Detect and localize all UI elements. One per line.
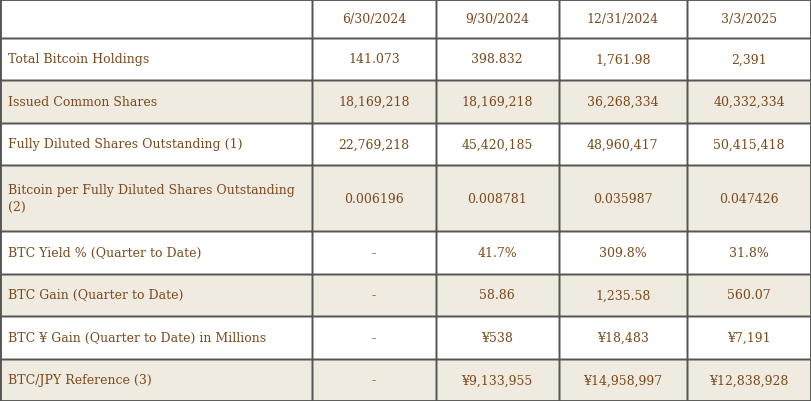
Bar: [436, 81, 559, 124]
Bar: [0, 231, 312, 274]
Text: ¥14,958,997: ¥14,958,997: [583, 373, 663, 386]
Bar: [436, 0, 559, 38]
Bar: [312, 81, 436, 124]
Text: 22,769,218: 22,769,218: [338, 138, 410, 151]
Bar: [559, 316, 687, 358]
Bar: [0, 316, 312, 358]
Bar: [0, 0, 312, 38]
Text: 0.035987: 0.035987: [593, 192, 653, 205]
Text: 3/3/2025: 3/3/2025: [721, 13, 777, 26]
Text: BTC ¥ Gain (Quarter to Date) in Millions: BTC ¥ Gain (Quarter to Date) in Millions: [8, 331, 266, 344]
Bar: [312, 274, 436, 316]
Bar: [687, 274, 811, 316]
Text: BTC/JPY Reference (3): BTC/JPY Reference (3): [8, 373, 152, 386]
Text: 36,268,334: 36,268,334: [587, 96, 659, 109]
Bar: [312, 316, 436, 358]
Bar: [0, 38, 312, 81]
Text: -: -: [371, 289, 376, 302]
Bar: [312, 358, 436, 401]
Text: 2,391: 2,391: [732, 53, 766, 66]
Bar: [436, 358, 559, 401]
Text: 41.7%: 41.7%: [477, 246, 517, 259]
Text: -: -: [371, 246, 376, 259]
Text: 1,235.58: 1,235.58: [595, 289, 650, 302]
Bar: [436, 124, 559, 166]
Text: 0.047426: 0.047426: [719, 192, 779, 205]
Text: ¥12,838,928: ¥12,838,928: [710, 373, 788, 386]
Text: Total Bitcoin Holdings: Total Bitcoin Holdings: [8, 53, 149, 66]
Bar: [687, 316, 811, 358]
Text: 1,761.98: 1,761.98: [595, 53, 650, 66]
Bar: [687, 231, 811, 274]
Bar: [312, 124, 436, 166]
Bar: [559, 124, 687, 166]
Bar: [0, 274, 312, 316]
Bar: [0, 358, 312, 401]
Text: 50,415,418: 50,415,418: [713, 138, 785, 151]
Bar: [312, 166, 436, 231]
Bar: [559, 0, 687, 38]
Text: 398.832: 398.832: [471, 53, 523, 66]
Text: 40,332,334: 40,332,334: [713, 96, 785, 109]
Bar: [436, 316, 559, 358]
Bar: [559, 274, 687, 316]
Bar: [312, 0, 436, 38]
Bar: [687, 358, 811, 401]
Text: 45,420,185: 45,420,185: [461, 138, 533, 151]
Bar: [436, 231, 559, 274]
Text: 309.8%: 309.8%: [599, 246, 646, 259]
Bar: [559, 358, 687, 401]
Bar: [559, 81, 687, 124]
Text: ¥9,133,955: ¥9,133,955: [461, 373, 533, 386]
Bar: [559, 38, 687, 81]
Text: 0.006196: 0.006196: [344, 192, 404, 205]
Text: Issued Common Shares: Issued Common Shares: [8, 96, 157, 109]
Text: Bitcoin per Fully Diluted Shares Outstanding
(2): Bitcoin per Fully Diluted Shares Outstan…: [8, 184, 295, 214]
Bar: [436, 38, 559, 81]
Bar: [687, 81, 811, 124]
Text: 141.073: 141.073: [348, 53, 400, 66]
Text: 6/30/2024: 6/30/2024: [341, 13, 406, 26]
Text: 9/30/2024: 9/30/2024: [465, 13, 530, 26]
Bar: [559, 166, 687, 231]
Text: BTC Yield % (Quarter to Date): BTC Yield % (Quarter to Date): [8, 246, 201, 259]
Bar: [0, 166, 312, 231]
Bar: [436, 274, 559, 316]
Text: BTC Gain (Quarter to Date): BTC Gain (Quarter to Date): [8, 289, 183, 302]
Bar: [312, 231, 436, 274]
Text: 58.86: 58.86: [479, 289, 515, 302]
Text: 18,169,218: 18,169,218: [338, 96, 410, 109]
Text: -: -: [371, 373, 376, 386]
Text: 0.008781: 0.008781: [467, 192, 527, 205]
Bar: [687, 38, 811, 81]
Bar: [312, 38, 436, 81]
Text: 18,169,218: 18,169,218: [461, 96, 533, 109]
Text: ¥7,191: ¥7,191: [727, 331, 770, 344]
Text: Fully Diluted Shares Outstanding (1): Fully Diluted Shares Outstanding (1): [8, 138, 242, 151]
Text: 31.8%: 31.8%: [729, 246, 769, 259]
Bar: [0, 81, 312, 124]
Bar: [687, 0, 811, 38]
Text: 48,960,417: 48,960,417: [587, 138, 659, 151]
Bar: [0, 124, 312, 166]
Bar: [559, 231, 687, 274]
Text: ¥538: ¥538: [481, 331, 513, 344]
Text: 560.07: 560.07: [727, 289, 770, 302]
Bar: [687, 124, 811, 166]
Bar: [436, 166, 559, 231]
Bar: [687, 166, 811, 231]
Text: ¥18,483: ¥18,483: [597, 331, 649, 344]
Text: -: -: [371, 331, 376, 344]
Text: 12/31/2024: 12/31/2024: [587, 13, 659, 26]
